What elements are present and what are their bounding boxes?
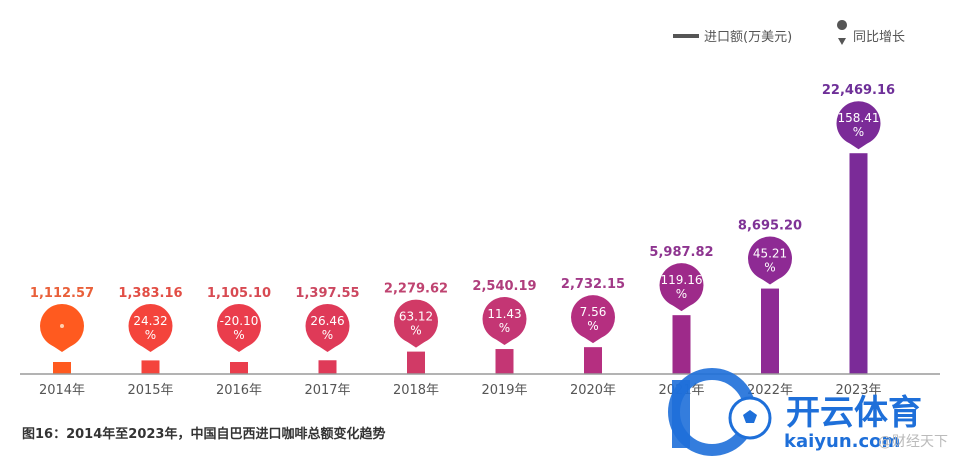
value-label-1: 1,383.16 bbox=[118, 286, 182, 301]
bar-3 bbox=[318, 360, 337, 374]
legend-bar-label: 进口额(万美元) bbox=[704, 30, 792, 45]
legend-marker-icon bbox=[837, 20, 848, 45]
growth-label-8: 45.21 bbox=[753, 247, 787, 261]
growth-label-6: 7.56 bbox=[580, 305, 607, 319]
x-tick-9: 2023年 bbox=[835, 383, 881, 398]
watermark-source: @财经天下 bbox=[878, 434, 948, 450]
x-tick-6: 2020年 bbox=[570, 383, 616, 398]
value-label-3: 1,397.55 bbox=[295, 286, 359, 301]
x-tick-3: 2017年 bbox=[304, 383, 350, 398]
bar-5 bbox=[495, 349, 514, 374]
bar-4 bbox=[407, 351, 425, 374]
bar-6 bbox=[584, 347, 602, 374]
growth-markers: 24.32%-20.10%26.46%63.12%11.43%7.56%119.… bbox=[40, 101, 881, 352]
bar-0 bbox=[53, 362, 71, 374]
bar-8 bbox=[761, 288, 779, 374]
growth-percent-6: % bbox=[587, 319, 598, 333]
bars bbox=[53, 153, 868, 374]
growth-percent-1: % bbox=[145, 328, 156, 342]
growth-marker-head-8 bbox=[748, 236, 792, 281]
growth-label-2: -20.10 bbox=[220, 314, 259, 328]
growth-label-7: 119.16 bbox=[661, 273, 703, 287]
growth-percent-4: % bbox=[410, 324, 421, 338]
x-tick-5: 2019年 bbox=[481, 383, 527, 398]
watermark-domain: kaiyun.com bbox=[784, 431, 900, 452]
legend-bar-swatch bbox=[673, 34, 699, 38]
growth-percent-2: % bbox=[233, 328, 244, 342]
x-tick-2: 2016年 bbox=[216, 383, 262, 398]
value-label-8: 8,695.20 bbox=[738, 219, 802, 234]
growth-marker-head-1 bbox=[128, 304, 173, 348]
growth-percent-3: % bbox=[322, 328, 333, 342]
x-tick-4: 2018年 bbox=[393, 383, 439, 398]
x-tick-8: 2022年 bbox=[747, 383, 793, 398]
growth-marker-dot-0 bbox=[60, 324, 64, 328]
growth-marker-head-6 bbox=[571, 295, 615, 340]
growth-label-9: 158.41 bbox=[838, 111, 880, 125]
growth-marker-head-4 bbox=[394, 299, 438, 344]
bar-2 bbox=[230, 362, 248, 374]
value-label-7: 5,987.82 bbox=[649, 245, 713, 260]
growth-marker-head-3 bbox=[305, 304, 350, 348]
growth-marker-head-9 bbox=[836, 101, 881, 146]
growth-percent-9: % bbox=[853, 125, 864, 139]
x-tick-0: 2014年 bbox=[39, 383, 85, 398]
x-tick-labels: 2014年2015年2016年2017年2018年2019年2020年2021年… bbox=[39, 383, 882, 398]
value-label-2: 1,105.10 bbox=[207, 286, 271, 301]
legend: 进口额(万美元) 同比增长 bbox=[673, 20, 905, 45]
growth-percent-8: % bbox=[764, 261, 775, 275]
growth-label-1: 24.32 bbox=[133, 314, 167, 328]
bar-7 bbox=[672, 315, 691, 374]
watermark-brand: 开云体育 bbox=[786, 393, 922, 433]
growth-percent-7: % bbox=[676, 287, 687, 301]
watermark: 开云体育 kaiyun.com @财经天下 bbox=[668, 368, 948, 456]
value-labels: 1,112.57 1,383.16 1,105.10 1,397.55 2,279.62… bbox=[30, 83, 895, 301]
growth-label-3: 26.46 bbox=[310, 314, 344, 328]
growth-label-4: 63.12 bbox=[399, 310, 433, 324]
growth-marker-head-5 bbox=[482, 297, 527, 342]
growth-percent-5: % bbox=[499, 321, 510, 335]
growth-marker-head-7 bbox=[659, 263, 704, 308]
legend-growth-label: 同比增长 bbox=[853, 30, 905, 45]
bar-9 bbox=[849, 153, 868, 374]
growth-marker-head-2 bbox=[217, 304, 261, 348]
value-label-6: 2,732.15 bbox=[561, 277, 625, 292]
value-label-0: 1,112.57 bbox=[30, 286, 94, 301]
value-label-9: 22,469.16 bbox=[822, 83, 895, 98]
value-label-4: 2,279.62 bbox=[384, 282, 448, 297]
x-tick-1: 2015年 bbox=[127, 383, 173, 398]
bar-1 bbox=[141, 360, 160, 374]
growth-label-5: 11.43 bbox=[487, 307, 521, 321]
value-label-5: 2,540.19 bbox=[472, 279, 536, 294]
chart-caption: 图16：2014年至2023年，中国自巴西进口咖啡总额变化趋势 bbox=[22, 426, 385, 442]
